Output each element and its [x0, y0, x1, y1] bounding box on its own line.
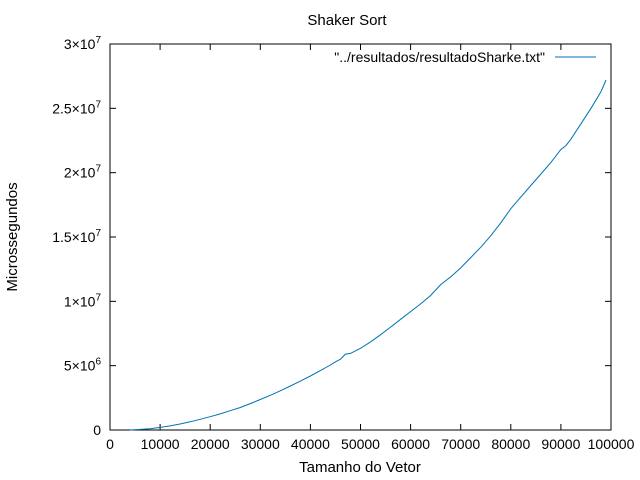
y-tick-mantissa: 3×10: [64, 36, 96, 52]
y-tick-label: 1×107: [64, 292, 102, 309]
legend: "../resultados/resultadoSharke.txt": [334, 49, 596, 65]
x-tick-label: 10000: [141, 436, 180, 452]
x-tick-label: 20000: [191, 436, 230, 452]
y-tick-mantissa: 1×10: [64, 293, 96, 309]
series-line: [129, 79, 607, 431]
y-tick-exponent: 6: [95, 357, 101, 368]
plot-frame: [109, 43, 612, 431]
y-tick-label: 3×107: [64, 35, 102, 52]
x-tick-label: 70000: [441, 436, 480, 452]
y-tick-mantissa: 2.5×10: [52, 100, 95, 116]
y-tick-label: 0: [93, 422, 101, 438]
y-tick-label: 2.5×107: [52, 99, 101, 116]
legend-label: "../resultados/resultadoSharke.txt": [334, 49, 545, 65]
x-tick-label: 90000: [541, 436, 580, 452]
y-tick-label: 1.5×107: [52, 228, 101, 245]
y-tick-exponent: 7: [95, 164, 101, 175]
y-tick-mantissa: 0: [93, 422, 101, 438]
y-tick-exponent: 7: [95, 99, 101, 110]
y-tick-exponent: 7: [95, 35, 101, 46]
x-tick-label: 30000: [241, 436, 280, 452]
y-tick-mantissa: 2×10: [64, 165, 96, 181]
x-axis: 0 10000 20000 30000 40000 50000 60000 70000 8000…: [106, 44, 635, 452]
series-layer: [129, 79, 607, 431]
y-tick-label: 2×107: [64, 164, 102, 181]
y-tick-mantissa: 1.5×10: [52, 229, 95, 245]
y-tick-mantissa: 5×10: [64, 358, 96, 374]
y-tick-exponent: 7: [95, 292, 101, 303]
y-tick-label: 5×106: [64, 357, 102, 374]
y-axis-label: Microssegundos: [4, 182, 21, 291]
x-tick-label: 80000: [491, 436, 530, 452]
x-tick-label: 60000: [391, 436, 430, 452]
x-tick-label: 50000: [341, 436, 380, 452]
x-tick-label: 0: [106, 436, 114, 452]
x-axis-label: Tamanho do Vetor: [299, 459, 421, 476]
x-tick-label: 100000: [588, 436, 635, 452]
chart-title: Shaker Sort: [307, 12, 387, 29]
x-tick-label: 40000: [291, 436, 330, 452]
y-tick-exponent: 7: [95, 228, 101, 239]
